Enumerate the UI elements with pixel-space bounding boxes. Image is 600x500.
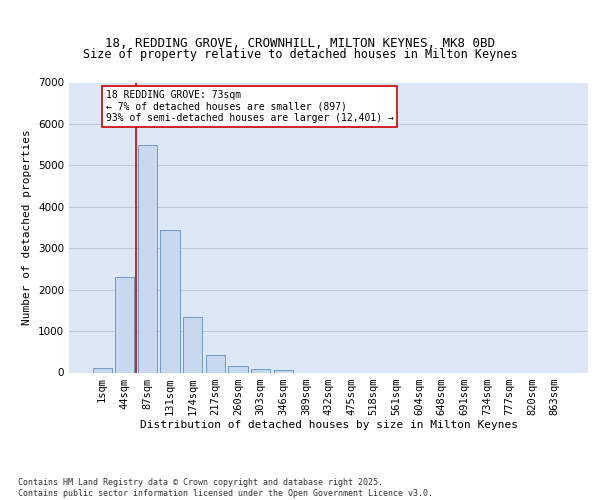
Text: 18 REDDING GROVE: 73sqm
← 7% of detached houses are smaller (897)
93% of semi-de: 18 REDDING GROVE: 73sqm ← 7% of detached… [106, 90, 394, 123]
Bar [229, 366, 248, 372]
Bar [92, 368, 112, 372]
Bar [115, 277, 134, 372]
X-axis label: Distribution of detached houses by size in Milton Keynes: Distribution of detached houses by size … [139, 420, 517, 430]
Text: Size of property relative to detached houses in Milton Keynes: Size of property relative to detached ho… [83, 48, 517, 61]
Text: 18, REDDING GROVE, CROWNHILL, MILTON KEYNES, MK8 0BD: 18, REDDING GROVE, CROWNHILL, MILTON KEY… [105, 37, 495, 50]
Bar [206, 354, 225, 372]
Bar [138, 144, 157, 372]
Y-axis label: Number of detached properties: Number of detached properties [22, 130, 32, 326]
Bar [251, 369, 270, 372]
Bar [183, 318, 202, 372]
Bar [274, 370, 293, 372]
Bar [160, 230, 180, 372]
Text: Contains HM Land Registry data © Crown copyright and database right 2025.
Contai: Contains HM Land Registry data © Crown c… [18, 478, 433, 498]
